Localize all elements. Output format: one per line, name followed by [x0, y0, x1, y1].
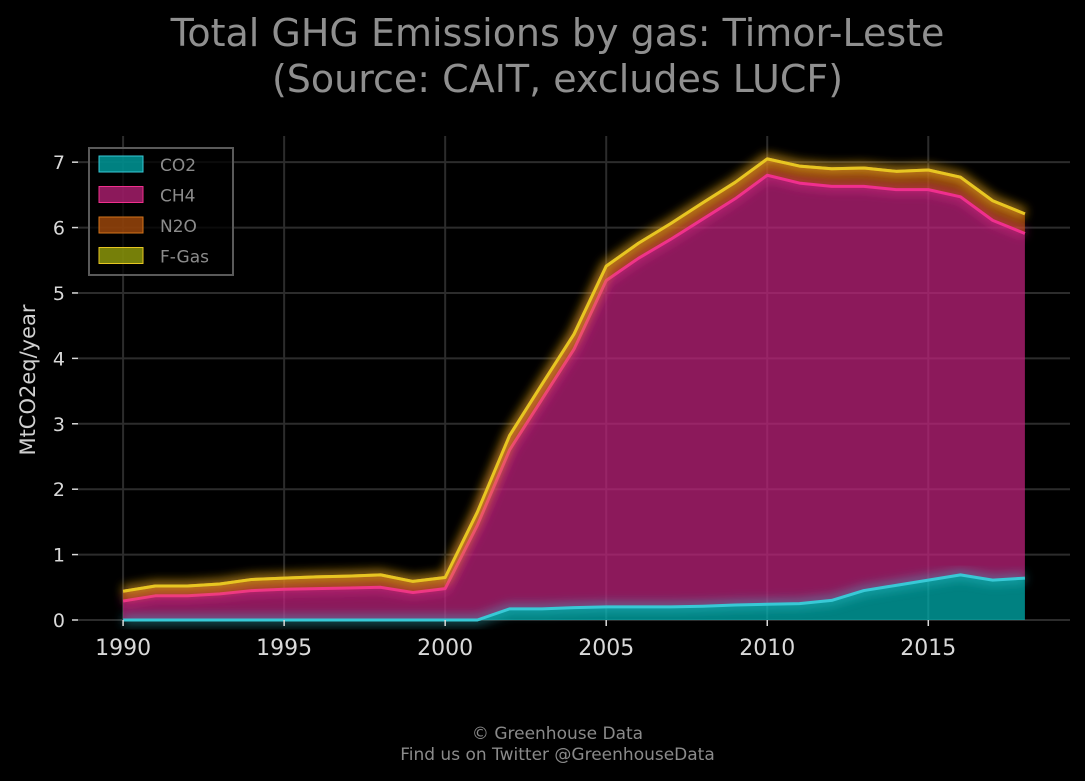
legend: CO2 CH4 N2O F-Gas — [88, 147, 234, 276]
y-tick-label: 2 — [53, 479, 65, 501]
y-tick-label: 1 — [53, 545, 65, 567]
area-ch4 — [123, 175, 1025, 621]
x-tick-label: 1995 — [256, 636, 312, 661]
axis-ticks: 1990 1995 2000 2005 2010 2015 0 1 2 3 4 5 6 7 — [53, 152, 956, 661]
x-tick-label: 2005 — [578, 636, 634, 661]
y-tick-label: 6 — [53, 218, 65, 240]
y-tick-label: 5 — [53, 283, 65, 305]
x-tick-label: 1990 — [95, 636, 151, 661]
area-lines — [122, 154, 1027, 625]
y-tick-label: 7 — [53, 152, 65, 174]
credits-twitter: Find us on Twitter @GreenhouseData — [400, 745, 715, 765]
x-tick-label: 2015 — [900, 636, 956, 661]
x-tick-label: 2010 — [739, 636, 795, 661]
area-layers — [123, 158, 1025, 621]
line-f-gas — [122, 157, 1026, 593]
legend-swatch-ch4 — [98, 186, 144, 203]
credits-copyright: © Greenhouse Data — [471, 724, 644, 744]
x-tick-label: 2000 — [417, 636, 473, 661]
legend-label-ch4: CH4 — [160, 187, 195, 207]
legend-label-co2: CO2 — [160, 156, 196, 176]
chart-title-line2: (Source: CAIT, excludes LUCF) — [271, 57, 844, 101]
area-co2 — [123, 574, 1025, 620]
line-ch4 — [122, 173, 1026, 603]
chart-title: Total GHG Emissions by gas: Timor-Leste … — [0, 10, 1085, 102]
legend-label-n2o: N2O — [160, 217, 197, 237]
line-co2 — [123, 573, 1026, 622]
legend-swatch-co2 — [98, 155, 144, 173]
y-tick-label: 4 — [53, 348, 65, 370]
y-tick-label: 0 — [53, 610, 65, 632]
chart-title-line1: Total GHG Emissions by gas: Timor-Leste — [170, 11, 945, 55]
y-tick-label: 3 — [53, 414, 65, 436]
legend-swatch-f-gas — [98, 247, 144, 264]
credits: © Greenhouse Data Find us on Twitter @Gr… — [0, 724, 1085, 766]
legend-swatch-n2o — [98, 216, 144, 234]
legend-label-f-gas: F-Gas — [160, 248, 209, 268]
